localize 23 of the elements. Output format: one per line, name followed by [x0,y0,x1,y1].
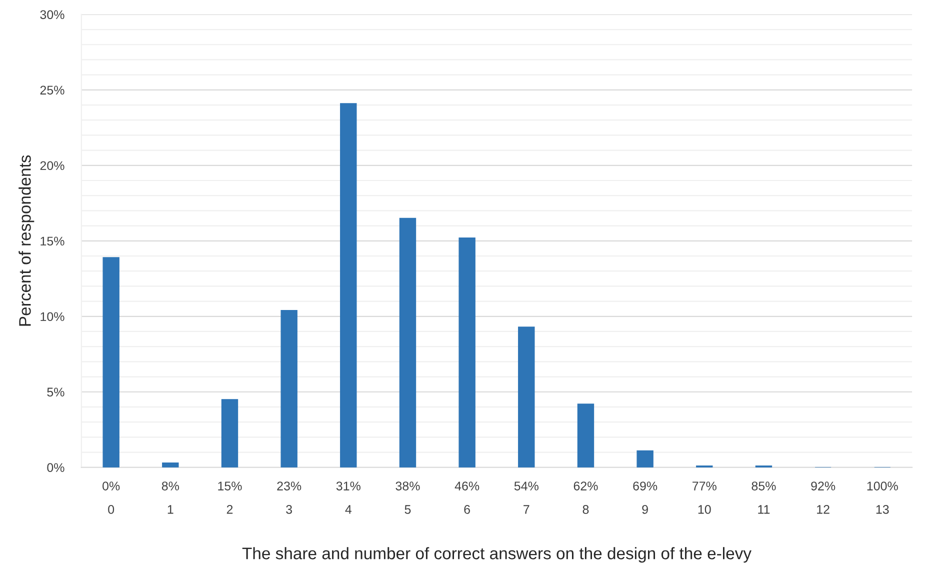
x-tick-label: 100% 13 [867,482,898,514]
x-tick-label: 15% 2 [218,482,242,514]
y-tick-label: 30% [40,10,64,20]
x-tick-label: 92% 12 [811,482,836,514]
x-tick-label: 8% 1 [162,482,179,514]
x-tick-label: 77% 10 [692,482,716,514]
x-tick-label: 23% 3 [277,482,302,514]
x-tick-label: 69% 9 [633,482,658,514]
y-tick-label: 15% [40,236,64,246]
x-tick-label: 0% 0 [102,482,120,514]
x-tick-label: 38% 5 [396,482,420,514]
y-tick-label: 0% [47,463,64,472]
x-axis-title: The share and number of correct answers on the design of the e-levy [242,547,752,563]
y-axis-title: Percent of respondents [18,155,34,326]
y-tick-label: 25% [40,86,64,95]
x-tick-label: 62% 8 [574,482,598,514]
x-tick-label: 54% 7 [514,482,538,514]
y-tick-label: 10% [40,312,64,322]
x-tick-label: 46% 6 [454,482,480,514]
x-tick-label: 31% 4 [336,482,360,514]
y-tick-label: 5% [47,388,64,397]
x-tick-label: 85% 11 [752,482,776,514]
y-tick-label: 20% [40,161,64,170]
